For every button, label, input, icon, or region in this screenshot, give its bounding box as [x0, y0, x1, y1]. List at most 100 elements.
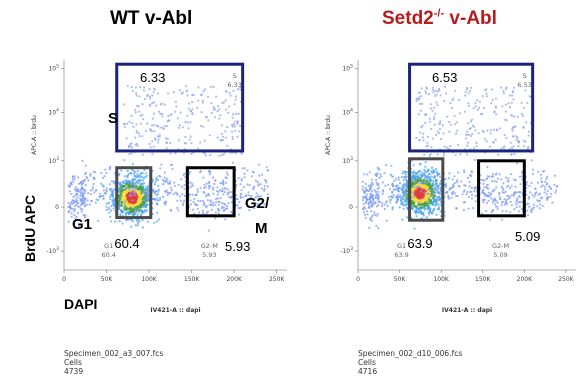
event-point [430, 166, 434, 169]
event-point [144, 175, 147, 179]
event-point [422, 173, 425, 176]
event-point [112, 198, 115, 201]
event-point [496, 201, 499, 204]
event-point [548, 185, 551, 188]
event-point [507, 177, 510, 180]
event-point [418, 185, 421, 188]
event-point [105, 189, 108, 192]
event-point [456, 181, 459, 184]
event-point [112, 207, 115, 210]
event-point [258, 195, 261, 198]
event-point [139, 204, 142, 207]
event-point [127, 191, 130, 195]
gate-percent-g1: 63.9 [407, 236, 432, 251]
event-point [422, 211, 425, 215]
event-point [429, 107, 432, 110]
event-point [468, 185, 471, 188]
event-point [419, 182, 422, 185]
event-point [440, 137, 443, 141]
event-point [432, 180, 435, 183]
event-point [554, 191, 557, 194]
event-point [488, 195, 491, 198]
event-point [91, 186, 94, 189]
event-point [375, 178, 378, 181]
event-point [89, 172, 92, 176]
event-point [378, 176, 381, 179]
event-point [418, 176, 421, 179]
event-point [432, 118, 435, 121]
event-point [364, 187, 367, 190]
event-point [130, 225, 133, 228]
event-point [476, 108, 479, 111]
event-point [482, 182, 485, 185]
event-point [474, 129, 477, 132]
event-point [370, 210, 373, 213]
event-points [361, 85, 559, 230]
event-point [442, 154, 445, 157]
event-point [525, 121, 528, 124]
event-point [136, 180, 139, 183]
event-point [509, 173, 513, 176]
event-point [490, 88, 493, 91]
event-point [496, 205, 499, 208]
event-point [377, 227, 380, 230]
event-point [154, 192, 157, 195]
event-point [105, 171, 108, 175]
event-point [436, 174, 439, 177]
event-point [375, 224, 378, 227]
event-point [153, 183, 156, 186]
event-point [168, 182, 171, 185]
event-point [383, 171, 386, 175]
event-point [498, 191, 501, 195]
event-point [470, 134, 473, 138]
event-point [522, 144, 525, 148]
event-point [541, 180, 544, 183]
event-point [261, 199, 264, 202]
event-point [413, 227, 416, 230]
event-point [463, 169, 466, 172]
event-point [385, 219, 388, 222]
event-point [463, 201, 466, 204]
event-point [544, 180, 547, 183]
event-point [420, 95, 423, 98]
event-point [437, 187, 440, 190]
event-point [470, 118, 474, 121]
event-point [540, 177, 543, 180]
event-point [463, 189, 466, 192]
event-point [162, 183, 165, 186]
event-point [414, 179, 418, 182]
event-point [121, 204, 124, 207]
event-point [121, 222, 124, 225]
event-point [481, 179, 484, 182]
event-point [215, 201, 218, 204]
event-point [421, 187, 424, 190]
event-point [498, 173, 501, 176]
event-point [381, 202, 384, 205]
event-point [418, 91, 421, 94]
event-point [545, 177, 548, 180]
event-point [416, 181, 419, 184]
event-point [519, 191, 522, 194]
event-point [418, 96, 421, 99]
event-point [100, 171, 103, 175]
event-point [514, 185, 517, 188]
event-point [191, 184, 194, 187]
event-point [488, 218, 491, 221]
event-point [402, 193, 406, 196]
specimen-file-wt: Specimen_002_a3_007.fcs [64, 349, 164, 358]
event-point [503, 203, 506, 206]
event-point [170, 189, 173, 192]
event-point [156, 220, 159, 223]
event-point [481, 129, 485, 132]
event-point [454, 123, 457, 126]
event-point [138, 185, 141, 188]
specimen-info-setd2: Specimen_002_d10_006.fcs Cells 4716 [358, 349, 462, 376]
event-point [502, 147, 505, 150]
event-point [376, 212, 379, 216]
event-point [423, 153, 426, 156]
event-point [376, 183, 379, 186]
event-point [230, 191, 233, 194]
event-point [141, 171, 144, 175]
event-point [537, 170, 540, 173]
event-point [433, 115, 436, 118]
